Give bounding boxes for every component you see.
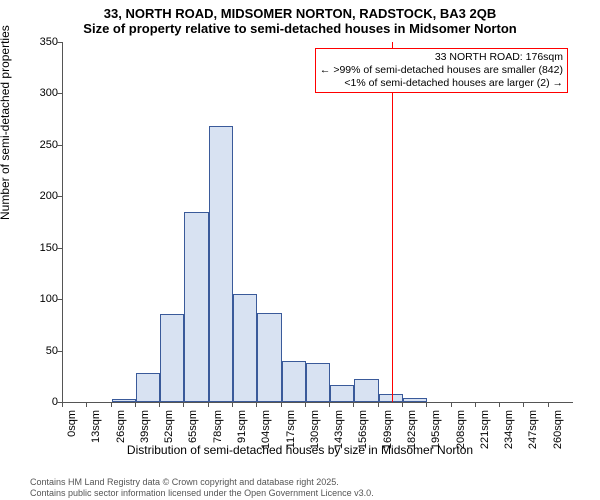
y-tick-mark: [57, 145, 62, 146]
y-tick-mark: [57, 42, 62, 43]
x-tick-mark: [402, 402, 403, 407]
x-tick-mark: [426, 402, 427, 407]
x-tick-mark: [329, 402, 330, 407]
x-tick-mark: [111, 402, 112, 407]
annotation-line: ← >99% of semi-detached houses are small…: [320, 64, 563, 77]
y-tick-label: 50: [30, 345, 58, 357]
y-tick-mark: [57, 196, 62, 197]
x-tick-mark: [183, 402, 184, 407]
y-tick-label: 250: [30, 139, 58, 151]
histogram-bar: [403, 398, 427, 402]
x-tick-mark: [159, 402, 160, 407]
x-tick-mark: [451, 402, 452, 407]
y-tick-mark: [57, 299, 62, 300]
histogram-bar: [136, 373, 160, 402]
x-tick-mark: [378, 402, 379, 407]
y-tick-mark: [57, 93, 62, 94]
x-tick-mark: [523, 402, 524, 407]
x-tick-mark: [475, 402, 476, 407]
chart-title-main: 33, NORTH ROAD, MIDSOMER NORTON, RADSTOC…: [0, 0, 600, 21]
histogram-bar: [233, 294, 257, 402]
x-tick-mark: [86, 402, 87, 407]
histogram-bar: [257, 313, 281, 402]
x-tick-label: 260sqm: [552, 410, 582, 449]
x-tick-mark: [135, 402, 136, 407]
y-tick-label: 200: [30, 190, 58, 202]
x-tick-mark: [305, 402, 306, 407]
x-tick-mark: [62, 402, 63, 407]
histogram-bar: [330, 385, 354, 402]
y-tick-label: 150: [30, 242, 58, 254]
footer-line-2: Contains public sector information licen…: [30, 488, 374, 498]
annotation-box: 33 NORTH ROAD: 176sqm← >99% of semi-deta…: [315, 48, 568, 93]
y-tick-label: 0: [30, 396, 58, 408]
y-tick-label: 350: [30, 36, 58, 48]
property-marker-line: [392, 42, 393, 402]
annotation-line: <1% of semi-detached houses are larger (…: [320, 77, 563, 90]
x-tick-mark: [499, 402, 500, 407]
x-tick-mark: [281, 402, 282, 407]
chart-title-sub: Size of property relative to semi-detach…: [0, 21, 600, 38]
histogram-bar: [209, 126, 233, 402]
y-axis-label: Number of semi-detached properties: [0, 25, 12, 220]
plot-area: [62, 42, 573, 403]
histogram-bar: [160, 314, 184, 402]
footer-attribution: Contains HM Land Registry data © Crown c…: [30, 477, 374, 498]
histogram-bar: [282, 361, 306, 402]
x-tick-mark: [208, 402, 209, 407]
x-tick-mark: [548, 402, 549, 407]
histogram-bar: [112, 399, 136, 402]
histogram-bar: [184, 212, 208, 402]
histogram-bar: [354, 379, 378, 402]
y-tick-label: 100: [30, 293, 58, 305]
y-tick-mark: [57, 248, 62, 249]
y-tick-label: 300: [30, 87, 58, 99]
y-tick-mark: [57, 351, 62, 352]
x-tick-mark: [232, 402, 233, 407]
x-tick-mark: [353, 402, 354, 407]
footer-line-1: Contains HM Land Registry data © Crown c…: [30, 477, 374, 487]
chart-container: 33, NORTH ROAD, MIDSOMER NORTON, RADSTOC…: [0, 0, 600, 500]
x-tick-mark: [256, 402, 257, 407]
annotation-line: 33 NORTH ROAD: 176sqm: [320, 51, 563, 64]
histogram-bar: [306, 363, 330, 402]
